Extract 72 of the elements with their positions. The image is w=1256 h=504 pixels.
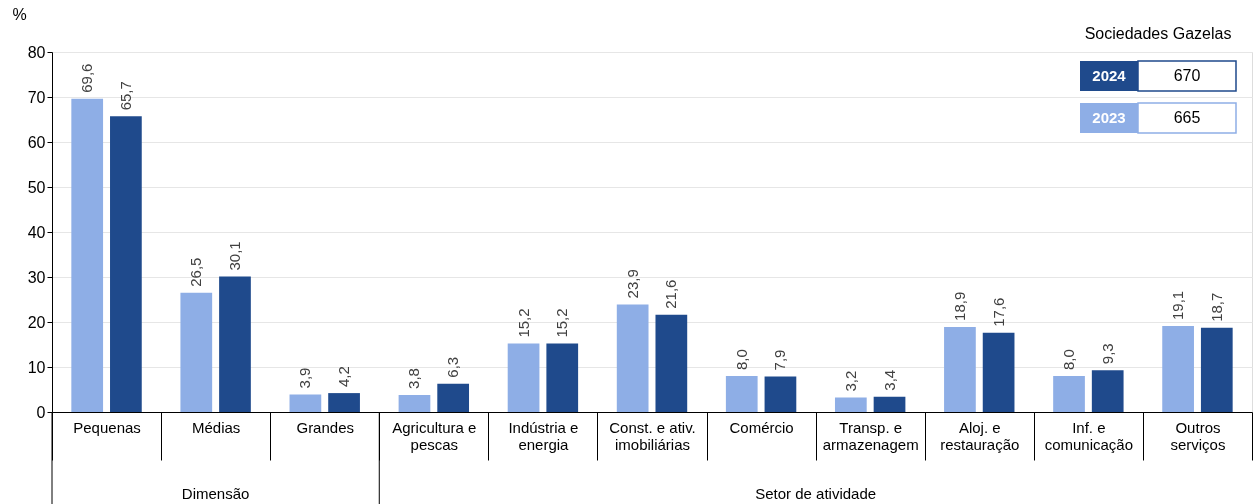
x-tick-label: Grandes bbox=[296, 418, 354, 436]
annotation: 670 bbox=[1173, 67, 1201, 84]
data-label: 6,3 bbox=[444, 356, 462, 378]
bar bbox=[71, 98, 104, 412]
bar bbox=[873, 396, 906, 412]
bar bbox=[1162, 326, 1194, 412]
data-label: 17,6 bbox=[989, 297, 1007, 327]
x-tick-label: Agricultura e pescas bbox=[392, 418, 477, 453]
bar bbox=[655, 314, 688, 412]
bar bbox=[546, 343, 579, 412]
y-tick-label: 60 bbox=[27, 133, 46, 151]
data-label: 8,0 bbox=[1060, 349, 1078, 370]
text: Dimensão bbox=[181, 485, 250, 502]
x-tick-label: Médias bbox=[191, 418, 241, 436]
x-tick-label: Transp. e armazenagem bbox=[822, 418, 919, 453]
y-tick-label: 10 bbox=[27, 358, 46, 376]
bar bbox=[764, 376, 797, 412]
bar bbox=[437, 383, 470, 412]
bar bbox=[110, 116, 142, 412]
data-label: 18,7 bbox=[1207, 292, 1225, 322]
data-label: 15,2 bbox=[514, 308, 532, 338]
y-axis-title: % bbox=[12, 5, 27, 23]
bar bbox=[725, 376, 758, 412]
annotation: 665 bbox=[1173, 109, 1201, 126]
y-tick-label: 80 bbox=[27, 43, 46, 61]
data-label: 8,0 bbox=[732, 349, 750, 370]
y-tick-label: 50 bbox=[27, 178, 46, 196]
data-label: 65,7 bbox=[116, 81, 134, 111]
x-tick-label: Pequenas bbox=[73, 418, 141, 436]
data-label: 9,3 bbox=[1098, 343, 1116, 365]
y-tick-label: 0 bbox=[36, 403, 46, 421]
bar bbox=[180, 292, 213, 412]
data-label: 18,9 bbox=[950, 291, 968, 321]
y-tick-label: 70 bbox=[27, 88, 46, 106]
x-tick-label: Comércio bbox=[729, 418, 794, 436]
data-label: 69,6 bbox=[78, 63, 96, 93]
bar bbox=[1200, 327, 1233, 412]
text: Setor de atividade bbox=[755, 485, 877, 502]
data-label: 3,8 bbox=[405, 368, 423, 389]
bar bbox=[507, 343, 540, 412]
bar bbox=[944, 326, 976, 412]
bar bbox=[328, 393, 360, 412]
bar bbox=[219, 276, 251, 412]
bar bbox=[1053, 376, 1085, 412]
data-label: 3,9 bbox=[296, 367, 314, 389]
y-tick-label: 20 bbox=[27, 313, 46, 331]
x-tick-label: Outros serviços bbox=[1170, 418, 1226, 453]
x-tick-label: Aloj. e restauração bbox=[940, 418, 1020, 453]
bar bbox=[982, 332, 1015, 412]
data-label: 7,9 bbox=[771, 349, 789, 371]
bar bbox=[834, 397, 867, 412]
legend-label: 2024 bbox=[1092, 67, 1127, 84]
data-label: 21,6 bbox=[662, 279, 680, 309]
legend-label: 2023 bbox=[1092, 109, 1126, 126]
data-label: 19,1 bbox=[1169, 290, 1187, 321]
data-label: 26,5 bbox=[187, 257, 205, 287]
bar bbox=[398, 394, 431, 412]
legend-title: Sociedades Gazelas bbox=[1084, 25, 1232, 42]
x-tick-label: Inf. e comunicação bbox=[1044, 418, 1134, 453]
data-label: 23,9 bbox=[623, 269, 641, 299]
bar bbox=[1091, 370, 1124, 412]
data-label: 15,2 bbox=[553, 308, 571, 338]
y-tick-label: 30 bbox=[27, 268, 46, 286]
data-label: 30,1 bbox=[225, 241, 243, 271]
data-label: 4,2 bbox=[335, 366, 353, 388]
data-label: 3,4 bbox=[880, 369, 898, 391]
bar bbox=[616, 304, 649, 412]
bar bbox=[289, 394, 322, 412]
x-tick-label: Const. e ativ. imobiliárias bbox=[609, 418, 696, 453]
x-tick-label: Indústria e energia bbox=[508, 418, 579, 453]
y-tick-label: 40 bbox=[27, 223, 46, 241]
data-label: 3,2 bbox=[841, 370, 859, 392]
